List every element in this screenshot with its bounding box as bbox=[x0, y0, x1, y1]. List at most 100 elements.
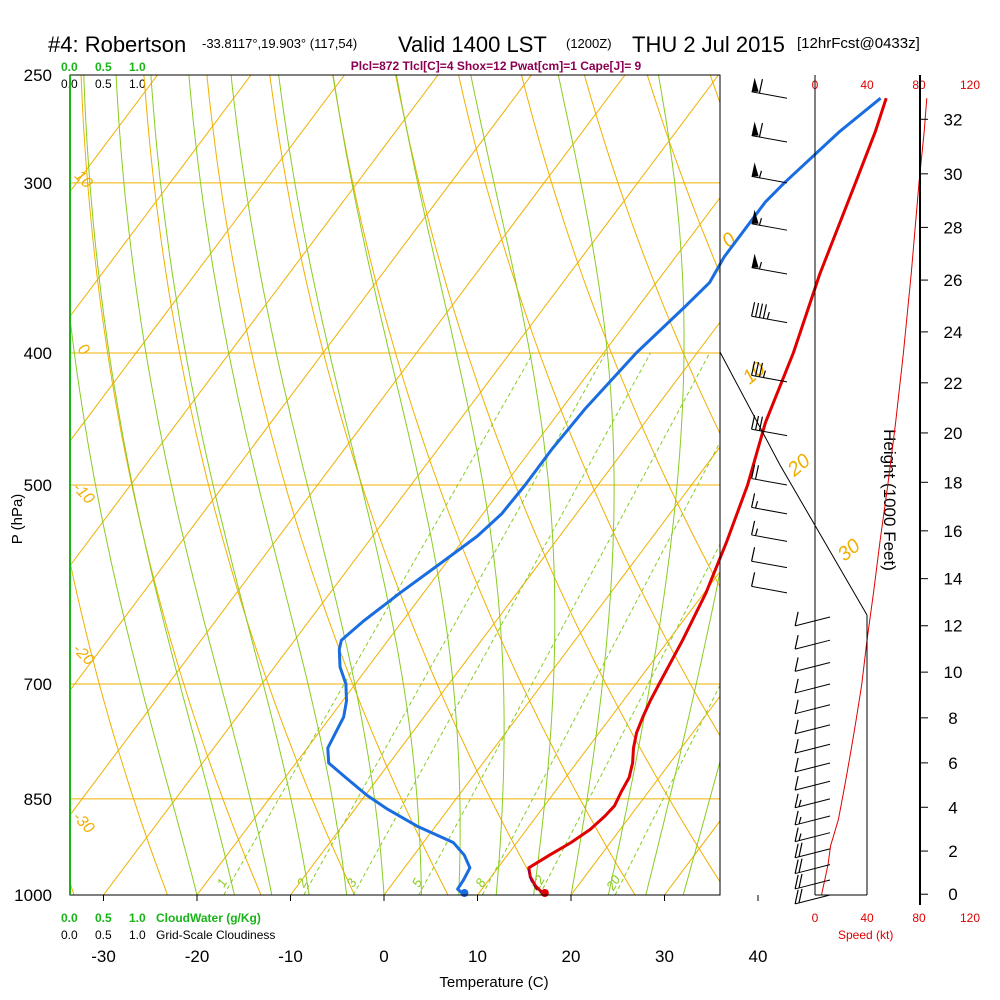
isotherm-label: -20 bbox=[69, 641, 97, 669]
wind-barb bbox=[794, 719, 831, 735]
dry-adiabat bbox=[395, 75, 720, 883]
moist-adiabat bbox=[645, 569, 720, 895]
dry-adiabat bbox=[836, 75, 1000, 924]
wind-barb bbox=[751, 77, 788, 99]
pressure-tick-500: 500 bbox=[24, 476, 52, 495]
pressure-tick-300: 300 bbox=[24, 174, 52, 193]
moist-adiabat bbox=[150, 75, 310, 895]
moist-adiabat bbox=[70, 313, 198, 895]
wind-barbs bbox=[750, 77, 831, 905]
mixing-ratio-line-12 bbox=[539, 543, 720, 895]
moist-adiabat bbox=[758, 75, 1000, 895]
wind-barb bbox=[750, 415, 788, 437]
cloud-green-tick-0: 0.0 bbox=[61, 60, 78, 74]
height-tick-label: 14 bbox=[944, 570, 963, 589]
y2-axis-label: Height (1000 Feet) bbox=[880, 429, 899, 571]
moist-adiabat bbox=[188, 75, 348, 895]
forecast-cycle: [12hrFcst@0433z] bbox=[797, 35, 920, 52]
height-tick-label: 10 bbox=[944, 663, 963, 682]
wind-barb bbox=[794, 827, 831, 843]
isotherm bbox=[70, 75, 439, 567]
height-tick-label: 32 bbox=[944, 110, 963, 129]
cloud-black-tick-2-b: 1.0 bbox=[129, 928, 146, 942]
isotherm-label: 0 bbox=[74, 341, 92, 359]
dry-adiabat bbox=[332, 75, 636, 895]
cloud-green-tick-1-b: 0.5 bbox=[95, 911, 112, 925]
moist-adiabat bbox=[607, 75, 685, 895]
cloudwater-label: CloudWater (g/Kg) bbox=[156, 911, 261, 925]
height-tick-label: 16 bbox=[944, 522, 963, 541]
surface-dewpoint-dot bbox=[460, 889, 469, 897]
barb-panel-diagonal bbox=[719, 351, 868, 616]
wind-barb bbox=[794, 888, 831, 905]
y-axis-label: P (hPa) bbox=[9, 494, 26, 545]
mixing-ratio-line-2 bbox=[303, 352, 607, 895]
height-tick-label: 20 bbox=[944, 424, 963, 443]
isotherm-label: 10 bbox=[71, 167, 96, 192]
station-coords: -33.8117°,19.903° (117,54) bbox=[202, 36, 357, 51]
cloud-scale-bottom: 0.0 0.5 1.0 CloudWater (g/Kg) 0.0 0.5 1.… bbox=[61, 911, 275, 942]
wind-barb bbox=[794, 657, 831, 672]
isotherm bbox=[196, 196, 720, 895]
height-tick-label: 22 bbox=[944, 374, 963, 393]
mixing-ratio-line-5 bbox=[418, 352, 711, 895]
x-tick-label: 0 bbox=[379, 947, 388, 966]
dry-adiabat bbox=[458, 75, 720, 737]
wind-barb bbox=[750, 302, 788, 324]
x-tick-label: -20 bbox=[185, 947, 210, 966]
surface-temperature-dot bbox=[540, 889, 549, 897]
height-tick-label: 30 bbox=[944, 165, 963, 184]
isotherm bbox=[570, 695, 720, 895]
mixing-ratio-label-20: 20 bbox=[603, 872, 624, 894]
cloud-green-tick-2: 1.0 bbox=[129, 60, 146, 74]
isotherm bbox=[383, 446, 720, 895]
speed-tick-3: 120 bbox=[960, 78, 980, 92]
speed-scale-top: 0 40 80 120 bbox=[812, 78, 981, 92]
wind-barb bbox=[794, 858, 831, 875]
height-tick-label: 24 bbox=[944, 323, 963, 342]
wind-barb bbox=[794, 775, 831, 791]
x-tick-label: -10 bbox=[278, 947, 303, 966]
dry-adiabat-label: 20 bbox=[783, 450, 815, 482]
cloud-green-tick-0-b: 0.0 bbox=[61, 911, 78, 925]
wind-barb bbox=[794, 810, 831, 826]
valid-time-z: (1200Z) bbox=[566, 36, 612, 51]
moist-adiabat bbox=[721, 75, 949, 895]
x-axis-label: Temperature (C) bbox=[439, 974, 548, 991]
wind-barb bbox=[794, 739, 831, 754]
pressure-tick-250: 250 bbox=[24, 66, 52, 85]
moist-adiabat bbox=[83, 75, 235, 895]
isotherm bbox=[70, 75, 532, 692]
dewpoint-line bbox=[326, 97, 882, 897]
dry-adiabat bbox=[269, 75, 543, 895]
pressure-tick-1000: 1000 bbox=[14, 886, 52, 905]
moist-adiabat bbox=[682, 759, 720, 895]
wind-barb bbox=[794, 793, 831, 809]
dry-adiabat bbox=[521, 75, 720, 588]
wind-barb bbox=[750, 464, 788, 486]
wind-barb bbox=[794, 842, 831, 859]
speed-tick-0-b: 0 bbox=[812, 911, 819, 925]
plot-lines bbox=[70, 75, 1000, 924]
moist-adiabat bbox=[332, 75, 461, 895]
moist-adiabat bbox=[230, 75, 385, 895]
temperature-line bbox=[527, 97, 888, 897]
dry-adiabat bbox=[583, 75, 720, 435]
wind-barb bbox=[750, 493, 788, 515]
speed-tick-2-b: 80 bbox=[912, 911, 926, 925]
wind-barb bbox=[794, 873, 831, 890]
wind-barb bbox=[751, 162, 788, 184]
x-tick-label: -30 bbox=[91, 947, 116, 966]
isotherm bbox=[477, 570, 720, 895]
stability-params: Plcl=872 Tlcl[C]=4 Shox=12 Pwat[cm]=1 Ca… bbox=[351, 59, 642, 73]
isotherm bbox=[290, 321, 720, 895]
height-tick-label: 2 bbox=[948, 842, 957, 861]
isotherm-label: -10 bbox=[69, 479, 97, 507]
height-tick-label: 18 bbox=[944, 473, 963, 492]
moist-adiabat bbox=[115, 75, 273, 895]
mixing-ratio-line-8 bbox=[481, 441, 720, 895]
height-tick-label: 6 bbox=[948, 754, 957, 773]
mixing-ratio-line-20 bbox=[614, 684, 720, 895]
isotherm bbox=[70, 75, 252, 318]
